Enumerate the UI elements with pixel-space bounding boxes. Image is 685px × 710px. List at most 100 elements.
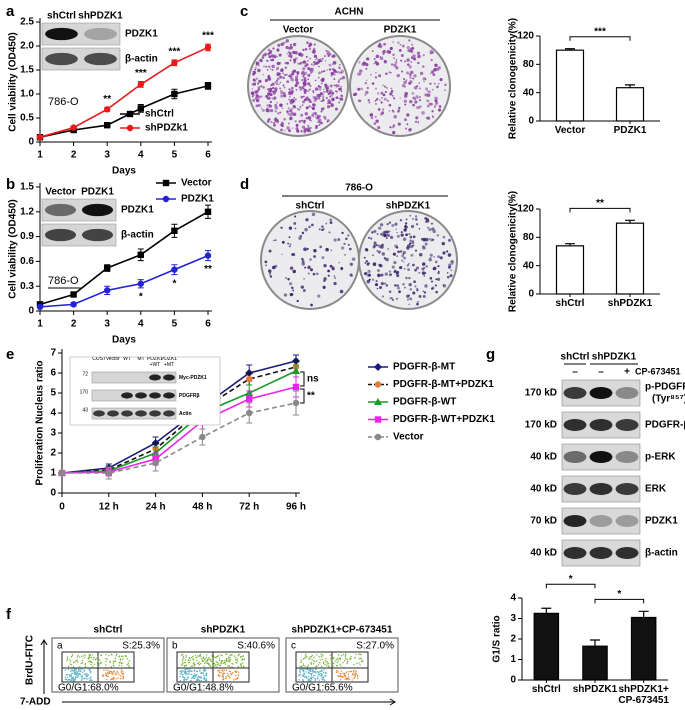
- flow-dot: [214, 664, 217, 666]
- colony: [284, 61, 288, 65]
- flow-dot: [226, 672, 229, 675]
- flow-dot: [200, 657, 203, 659]
- flow-dot: [304, 676, 306, 678]
- flow-dot: [353, 663, 355, 666]
- colony: [268, 273, 271, 276]
- flow-dot: [335, 671, 338, 674]
- flow-dot: [298, 675, 300, 677]
- flow-dot: [75, 674, 78, 676]
- colony: [406, 298, 409, 301]
- colony: [322, 285, 326, 289]
- plate-label: shPDZK1: [386, 201, 431, 212]
- colony: [412, 235, 416, 239]
- flow-dot: [128, 664, 130, 666]
- flow-dot: [328, 666, 330, 668]
- colony: [385, 237, 388, 240]
- colony: [365, 90, 369, 95]
- blot-band: [563, 515, 587, 527]
- colony: [276, 55, 278, 58]
- colony: [268, 103, 271, 107]
- significance-label: *: [569, 574, 573, 585]
- colony: [276, 120, 279, 124]
- x-axis-label: Days: [112, 335, 136, 346]
- flow-dot: [320, 665, 323, 668]
- colony: [294, 98, 297, 101]
- colony: [278, 83, 280, 85]
- colony: [374, 283, 379, 287]
- colony: [323, 55, 326, 57]
- colony: [255, 77, 259, 81]
- marker: [105, 469, 113, 477]
- flow-dot: [235, 674, 237, 677]
- flow-dot: [319, 659, 321, 661]
- flow-dot: [200, 677, 203, 679]
- colony: [409, 127, 412, 131]
- colony: [393, 63, 397, 68]
- colony: [326, 52, 329, 55]
- colony: [325, 247, 329, 252]
- flow-dot: [203, 676, 206, 678]
- flow-dot: [183, 671, 186, 673]
- colony: [388, 230, 391, 233]
- flow-dot: [179, 680, 181, 682]
- colony: [378, 99, 381, 101]
- colony: [392, 125, 395, 129]
- colony: [303, 73, 306, 76]
- colony: [395, 59, 398, 61]
- flow-dot: [199, 669, 201, 671]
- flow-dot: [225, 659, 228, 661]
- flow-dot: [198, 661, 200, 664]
- flow-dot: [120, 661, 122, 664]
- colony: [422, 290, 425, 293]
- flow-dot: [220, 660, 223, 662]
- colony: [318, 228, 321, 231]
- colony: [310, 63, 313, 66]
- flow-dot: [83, 677, 86, 680]
- colony: [350, 274, 353, 277]
- colony: [340, 72, 343, 74]
- flow-dot: [66, 674, 68, 676]
- colony: [311, 106, 316, 111]
- flow-dot: [360, 654, 362, 656]
- colony: [403, 60, 407, 63]
- colony: [328, 231, 331, 234]
- colony: [316, 117, 319, 120]
- colony: [417, 61, 420, 65]
- colony: [405, 276, 408, 280]
- flow-dot: [339, 675, 341, 678]
- colony: [308, 116, 312, 120]
- flow-dot: [211, 655, 213, 657]
- colony: [323, 70, 326, 73]
- colony: [424, 284, 428, 288]
- blot-lane-label-box: PDZK1 +MT: [161, 357, 177, 367]
- flow-dot: [89, 654, 92, 657]
- blot-lane-label-box: COS7: [92, 357, 106, 362]
- flow-dot: [92, 665, 94, 668]
- colony: [266, 59, 269, 62]
- colony: [286, 80, 290, 84]
- colony: [336, 70, 340, 74]
- legend-label: PDGFR-β-MT+PDZK1: [393, 379, 494, 390]
- colony: [437, 270, 440, 273]
- flow-dot: [107, 673, 110, 675]
- colony: [288, 236, 291, 239]
- colony: [251, 88, 254, 90]
- colony: [337, 80, 340, 84]
- flow-dot: [346, 658, 348, 661]
- colony: [381, 111, 385, 115]
- flow-dot: [310, 663, 312, 665]
- flow-dot: [310, 656, 313, 658]
- flow-dot: [240, 664, 242, 667]
- colony: [266, 65, 268, 68]
- flow-dot: [199, 677, 201, 679]
- colony: [446, 275, 450, 279]
- colony: [347, 234, 350, 237]
- flow-dot: [241, 659, 243, 661]
- colony: [305, 106, 309, 110]
- flow-dot: [122, 676, 125, 678]
- flow-dot: [205, 672, 208, 674]
- colony: [297, 62, 300, 65]
- colony: [301, 86, 305, 90]
- colony: [310, 101, 313, 103]
- colony: [308, 98, 311, 101]
